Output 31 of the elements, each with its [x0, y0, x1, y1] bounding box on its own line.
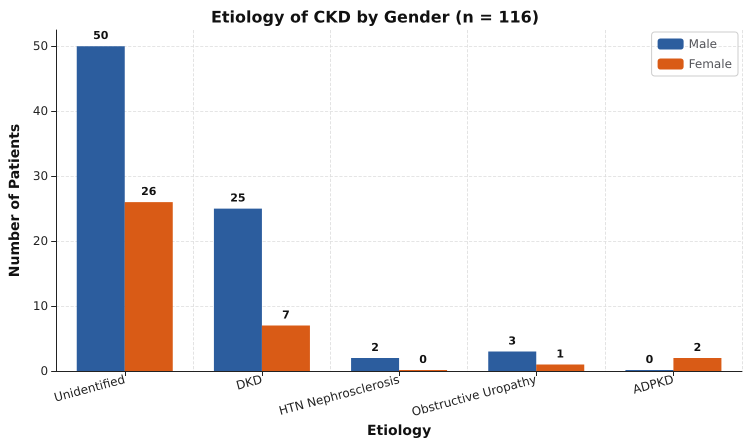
bar	[76, 46, 125, 371]
bar	[351, 358, 400, 371]
data-label: 26	[141, 185, 157, 198]
y-axis-title: Number of Patients	[7, 124, 23, 278]
data-label: 0	[646, 353, 654, 366]
bar	[124, 202, 173, 371]
data-label: 7	[282, 308, 290, 322]
data-label: 2	[694, 341, 702, 354]
y-tick-label: 20	[32, 234, 48, 248]
data-label: 3	[508, 334, 516, 348]
y-tick-label: 0	[40, 364, 48, 378]
data-label: 2	[371, 341, 379, 354]
y-tick-label: 50	[32, 39, 48, 54]
legend-label: Male	[688, 37, 718, 51]
x-axis-title: Etiology	[366, 422, 432, 439]
bar	[536, 364, 584, 371]
x-tick-label: ADPKD	[631, 372, 676, 397]
y-tick-label: 40	[32, 104, 48, 118]
bar	[262, 326, 310, 371]
y-tick-label: 30	[32, 169, 48, 184]
x-tick-label: DKD	[234, 372, 264, 393]
bar	[488, 352, 536, 371]
data-label: 1	[556, 348, 564, 361]
bar	[214, 208, 262, 371]
data-label: 50	[93, 29, 109, 42]
bar	[673, 358, 722, 371]
y-tick-label: 10	[32, 299, 48, 314]
legend-label: Female	[688, 57, 732, 71]
data-label: 25	[230, 192, 246, 205]
data-label: 0	[419, 353, 428, 366]
chart-title: Etiology of CKD by Gender (n = 116)	[210, 8, 540, 26]
